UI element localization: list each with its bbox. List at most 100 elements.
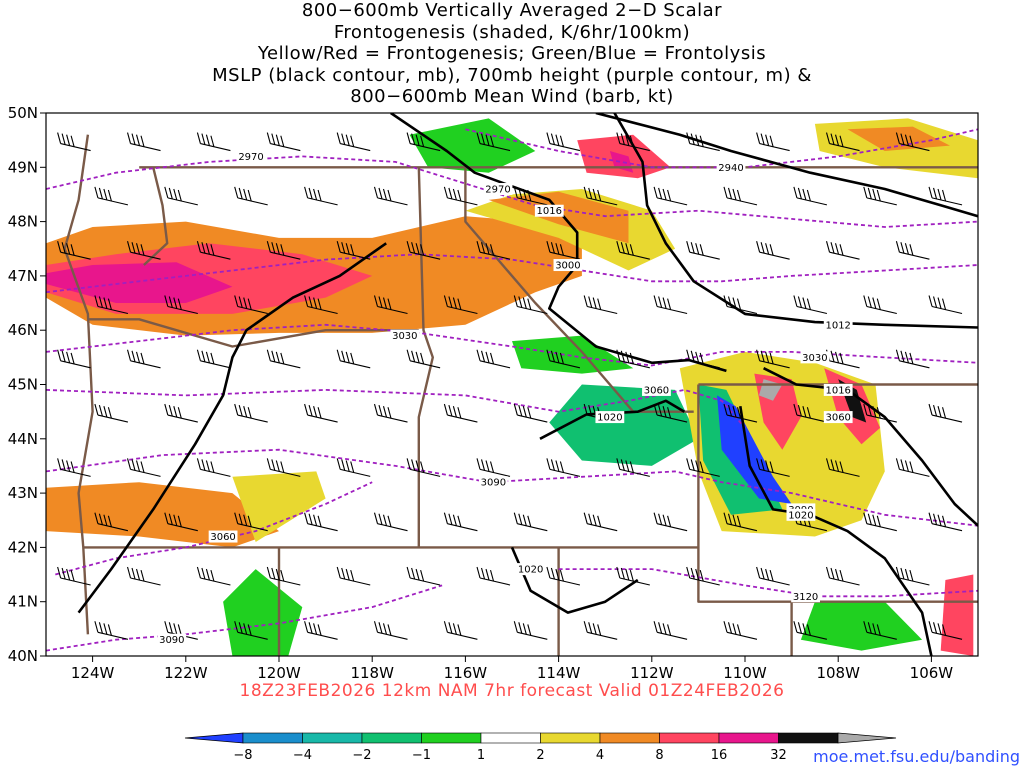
wind-barb — [616, 349, 650, 369]
contour-label: 3030 — [802, 353, 827, 364]
forecast-valid-time: 18Z23FEB2026 12km NAM 7hr forecast Valid… — [239, 681, 785, 701]
contour-label-bg — [157, 633, 187, 646]
contour-label-bg — [534, 204, 564, 217]
colorbar-left-arrow — [184, 732, 244, 744]
wind-barb — [756, 458, 790, 477]
contour-label-bg — [516, 563, 546, 576]
wind-barb — [373, 621, 408, 640]
title-line-3: Yellow/Red = Frontogenesis; Green/Blue =… — [257, 43, 767, 64]
colorbar-label: 8 — [655, 748, 663, 763]
mslp-contour-layer — [77, 113, 978, 656]
shade-region — [847, 126, 950, 151]
wind-barb — [546, 458, 581, 477]
colorbar-segment — [540, 732, 601, 744]
wind-barb — [476, 349, 511, 369]
wind-barb — [57, 349, 91, 369]
state-border — [417, 167, 434, 548]
wind-barb — [653, 403, 688, 423]
lat-tick-label: 45N — [8, 376, 38, 394]
wind-barb — [546, 349, 581, 369]
colorbar-label: 2 — [536, 748, 544, 763]
wind-barb — [266, 566, 301, 586]
shade-region — [46, 262, 233, 303]
lat-tick-label: 49N — [8, 158, 38, 176]
wind-barb — [686, 349, 720, 369]
wind-barb — [373, 403, 408, 423]
wind-barb — [863, 403, 897, 423]
wind-barb — [266, 241, 301, 260]
wind-barb — [863, 295, 897, 315]
wind-barb — [266, 132, 301, 152]
wind-barb — [234, 403, 268, 423]
wind-barb — [304, 403, 338, 423]
wind-barb — [126, 566, 161, 586]
colorbar-label: −8 — [233, 748, 252, 763]
wind-barb — [373, 186, 408, 206]
lon-tick-label: 106W — [910, 664, 954, 682]
wind-barb — [583, 621, 618, 640]
contour-label: 2940 — [718, 163, 743, 174]
colorbar-label: 4 — [596, 748, 604, 763]
mslp-contour — [510, 546, 639, 614]
wind-barb — [304, 512, 338, 532]
wind-barb — [616, 132, 650, 152]
wind-barb — [793, 621, 828, 640]
contour-label: 1020 — [788, 510, 813, 521]
contour-label: 1020 — [597, 413, 622, 424]
wind-barb — [723, 295, 758, 315]
wind-barb — [863, 621, 897, 640]
mslp-contour — [595, 113, 978, 218]
wind-barb — [266, 349, 301, 369]
mslp-contour — [390, 113, 727, 373]
contour-label-bg — [595, 411, 625, 424]
wind-barb — [406, 241, 441, 260]
contour-label: 3060 — [644, 385, 669, 396]
contour-label: 3030 — [392, 331, 417, 342]
lon-tick-label: 108W — [816, 664, 860, 682]
wind-barb — [443, 403, 478, 423]
wind-barb — [443, 512, 478, 532]
wind-barb — [793, 295, 828, 315]
contour-label: 3060 — [210, 532, 235, 543]
wind-barb — [443, 186, 478, 206]
wind-barb — [336, 349, 371, 369]
wind-barb — [406, 458, 441, 477]
wind-barb — [756, 241, 790, 260]
wind-barb — [825, 132, 860, 152]
wind-barb — [94, 403, 129, 423]
contour-label: 3090 — [481, 478, 506, 489]
wind-barb — [686, 458, 720, 477]
mslp-contour — [613, 113, 978, 329]
lat-tick-label: 42N — [8, 538, 38, 556]
axis-tick-layer: 50N 49N 48N 47N 46N 45N 44N 43N 42N 41N 40N 124W 122… — [8, 104, 954, 682]
contour-label: 3060 — [825, 413, 850, 424]
wind-barb — [723, 403, 758, 423]
wind-barb — [928, 621, 963, 640]
wind-barb — [895, 132, 930, 152]
height-contour — [46, 584, 443, 652]
contour-label-bg — [823, 383, 853, 396]
title-line-1: 800−600mb Vertically Averaged 2−D Scalar — [301, 0, 723, 21]
wind-barb — [513, 186, 548, 206]
contour-label-bg — [478, 476, 508, 489]
wind-barb — [94, 295, 129, 315]
wind-barb — [94, 621, 129, 640]
lon-tick-label: 118W — [350, 664, 394, 682]
colorbar: −8 −4 −2 −1 1 2 4 8 16 32 — [184, 732, 897, 763]
wind-barb — [653, 295, 688, 315]
colorbar-label: −1 — [412, 748, 431, 763]
wind-barb — [513, 621, 548, 640]
state-border — [143, 167, 169, 266]
wind-barb — [616, 241, 650, 260]
title-line-5: 800−600mb Mean Wind (barb, kt) — [350, 86, 674, 107]
contour-label-bg — [642, 383, 671, 396]
wind-barb — [126, 241, 161, 260]
contour-label: 3090 — [159, 635, 184, 646]
wind-barb — [476, 458, 511, 477]
state-border — [63, 134, 94, 635]
contour-label-bg — [236, 150, 266, 163]
wind-barb — [513, 512, 548, 532]
lon-tick-label: 110W — [723, 664, 767, 682]
colorbar-segment — [599, 732, 660, 744]
lat-tick-label: 50N — [8, 104, 38, 122]
